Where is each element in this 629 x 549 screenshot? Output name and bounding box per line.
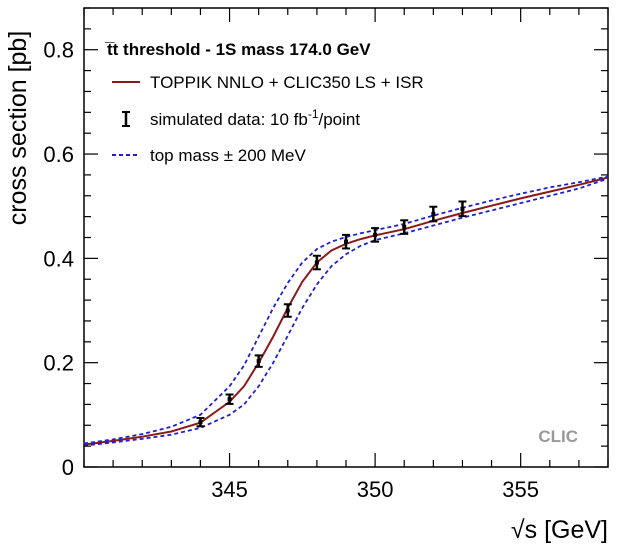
- legend-label-data-post: /point: [319, 110, 361, 129]
- x-tick-label: 355: [502, 477, 539, 502]
- y-tick-label: 0: [62, 455, 74, 480]
- data-point: [225, 393, 234, 405]
- x-tick-label: 350: [357, 477, 394, 502]
- legend: t̅t threshold - 1S mass 174.0 GeV TOPPIK…: [105, 40, 424, 165]
- series-line-2: [83, 177, 609, 447]
- y-tick-label: 0.6: [43, 142, 74, 167]
- legend-label-data-pre: simulated data: 10 fb: [150, 110, 308, 129]
- legend-label-data-sup: -1: [308, 107, 319, 121]
- curves: [83, 175, 609, 447]
- data-point: [283, 303, 292, 318]
- data-point: [371, 227, 380, 243]
- y-tick-label: 0.8: [43, 38, 74, 63]
- legend-label-solid: TOPPIK NNLO + CLIC350 LS + ISR: [150, 73, 424, 92]
- clic-watermark: CLIC: [538, 427, 578, 446]
- data-point: [312, 254, 321, 271]
- series-line-1: [83, 175, 609, 445]
- data-point: [196, 416, 205, 428]
- axes: 345 350 355 0 0.2 0.4 0.6 0.8: [43, 7, 609, 502]
- legend-label-dashed: top mass ± 200 MeV: [150, 146, 306, 165]
- series-line-0: [83, 176, 609, 446]
- legend-swatch-errorbar: [122, 111, 130, 127]
- y-tick-label: 0.2: [43, 351, 74, 376]
- data-point: [400, 219, 409, 235]
- legend-label-data: simulated data: 10 fb-1/point: [150, 107, 360, 129]
- legend-title: t̅t threshold - 1S mass 174.0 GeV: [105, 40, 371, 59]
- x-tick-label: 345: [211, 477, 248, 502]
- data-point: [254, 354, 263, 368]
- data-point: [342, 233, 350, 250]
- y-tick-label: 0.4: [43, 246, 74, 271]
- data-point: [458, 200, 467, 218]
- data-points: [196, 200, 467, 428]
- y-axis-title: cross section [pb]: [4, 31, 32, 226]
- x-axis-title: √s [GeV]: [511, 516, 608, 544]
- data-point: [429, 205, 438, 223]
